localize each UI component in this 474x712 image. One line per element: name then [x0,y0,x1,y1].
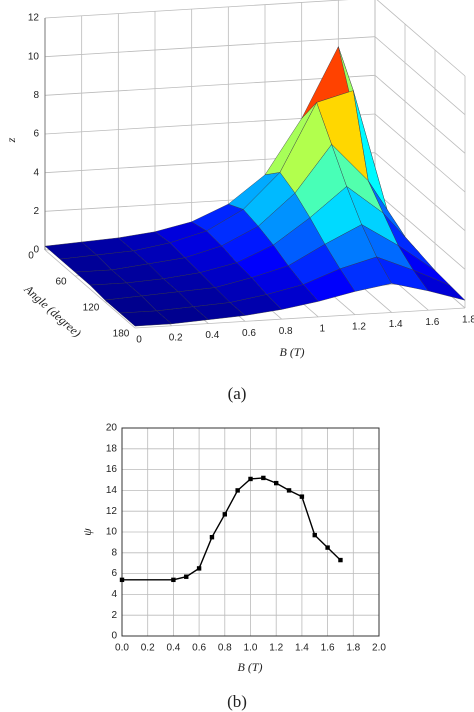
grid-line [376,0,466,77]
data-point [274,480,279,486]
grid-line [44,0,349,19]
y-tick-label: 120 [83,303,100,314]
grid-line [374,191,466,270]
data-point [248,476,253,482]
data-point [299,494,305,499]
y-tick-label: 4 [111,589,117,600]
x-tick-label: 0 [136,335,142,346]
x-tick-label: 0.8 [279,326,293,337]
z-tick-label: 0 [33,245,39,256]
data-point [184,574,189,579]
x-tick-label: 1.4 [295,643,309,654]
z-tick-label: 6 [33,129,39,140]
y-tick-label: 2 [111,610,117,621]
x-tick-label: 1.4 [389,319,403,330]
data-point [312,532,317,538]
data-point [261,475,266,481]
z-tick-label: 10 [28,51,40,62]
y-tick-label: 60 [55,277,67,288]
grid-line [374,113,466,193]
y-tick-label: 0 [28,251,34,262]
grid-line [374,36,466,115]
caption: (b) [227,692,247,711]
grid-line [44,36,376,58]
x-axis-label: B (T) [238,660,263,674]
x-tick-label: 0.2 [169,332,183,343]
y-tick-label: 0 [111,631,117,642]
y-tick-label: 6 [111,568,117,579]
data-point [235,488,240,493]
data-point [196,566,202,571]
y-axis-label: Angle (degree) [21,281,84,340]
y-tick-label: 10 [106,527,118,538]
data-point [325,545,330,550]
data-point [222,512,227,517]
x-tick-label: 1.8 [346,643,360,654]
x-tick-label: 1.2 [352,321,366,332]
y-tick-label: 20 [106,423,118,434]
data-point [119,577,125,583]
x-tick-label: 0.4 [166,643,180,654]
x-tick-label: 1.8 [462,315,474,326]
x-tick-label: 1 [320,324,326,335]
grid-line [374,75,466,154]
x-tick-label: 1.6 [425,317,439,328]
z-tick-label: 4 [33,167,39,178]
plot-frame [121,427,380,637]
y-tick-label: 180 [113,329,130,340]
x-tick-label: 1.6 [321,643,335,654]
x-tick-label: 0.8 [218,643,232,654]
y-tick-label: 16 [106,464,118,475]
data-point [171,577,176,583]
grid-line [44,249,136,329]
y-tick-label: 12 [106,506,118,517]
z-axis-label: z [4,137,18,143]
x-tick-label: 0.6 [242,328,256,339]
z-tick-label: 8 [33,90,39,101]
y-axis-label: ψ [80,528,94,536]
z-tick-label: 12 [28,13,40,24]
grid-line [44,74,376,96]
x-tick-label: 1.0 [244,643,258,654]
y-tick-label: 18 [106,443,118,454]
data-point [209,535,215,540]
x-tick-label: 0.4 [205,330,219,341]
y-tick-label: 14 [106,485,118,496]
data-line [122,477,341,581]
data-point [338,557,343,563]
caption: (a) [228,384,247,403]
grid-line [374,152,466,231]
z-tick-label: 2 [33,206,39,217]
surface-patch [412,269,466,301]
grid-line [134,307,466,329]
x-tick-label: 0.0 [115,643,129,654]
x-tick-label: 0.2 [141,643,155,654]
x-tick-label: 0.6 [192,643,206,654]
x-tick-label: 2.0 [372,643,386,654]
x-axis-label: B (T) [280,345,305,359]
data-point [286,488,292,493]
y-tick-label: 8 [111,547,117,558]
x-tick-label: 1.2 [269,643,283,654]
